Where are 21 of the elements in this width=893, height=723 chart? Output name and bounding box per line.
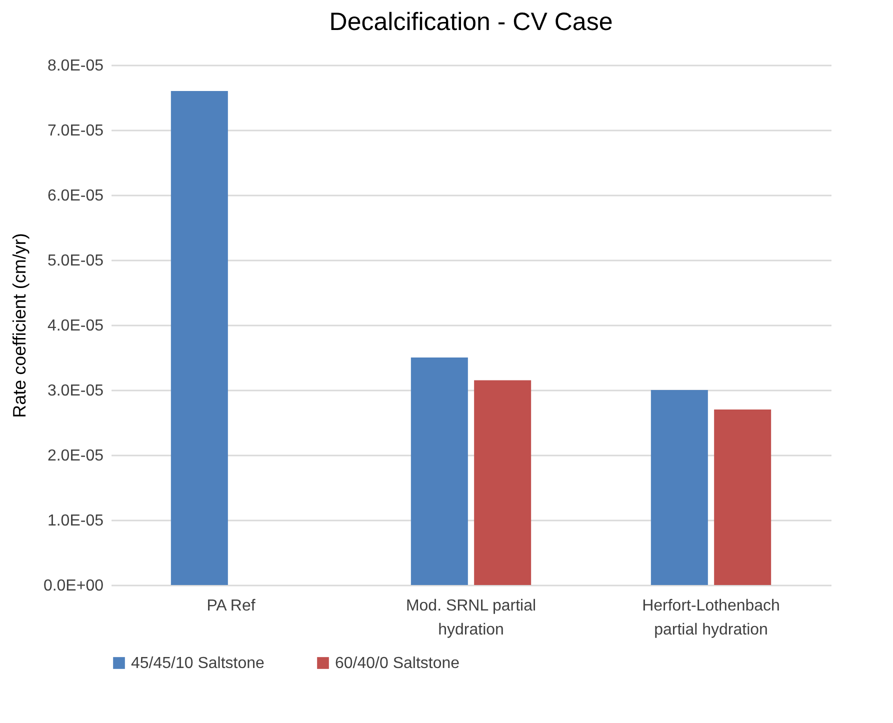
y-tick-label: 7.0E-05	[47, 122, 104, 140]
y-axis-title: Rate coefficient (cm/yr)	[9, 233, 30, 418]
bar	[170, 91, 228, 585]
x-tick-label: PA Ref	[206, 598, 256, 614]
x-tick-label: Mod. SRNL partial hydration	[406, 598, 536, 638]
chart-title: Decalcification - CV Case	[329, 8, 613, 36]
legend-label: 60/40/0 Saltstone	[335, 655, 460, 672]
legend-label: 45/45/10 Saltstone	[131, 655, 265, 672]
y-tick-label: 8.0E-05	[47, 58, 104, 74]
bar	[410, 358, 468, 585]
y-tick-label: 4.0E-05	[47, 318, 104, 334]
y-tick-label: 5.0E-05	[47, 252, 104, 270]
y-tick-label: 0.0E+00	[43, 578, 104, 594]
y-tick-label: 3.0E-05	[47, 382, 104, 400]
bar	[474, 380, 532, 585]
bar	[650, 390, 708, 585]
y-tick-label: 6.0E-05	[47, 188, 104, 204]
y-tick-label: 1.0E-05	[47, 512, 104, 530]
y-tick-label: 2.0E-05	[47, 448, 104, 464]
bar	[714, 410, 772, 585]
x-tick-label: Herfort-Lothenbach partial hydration	[642, 598, 780, 638]
